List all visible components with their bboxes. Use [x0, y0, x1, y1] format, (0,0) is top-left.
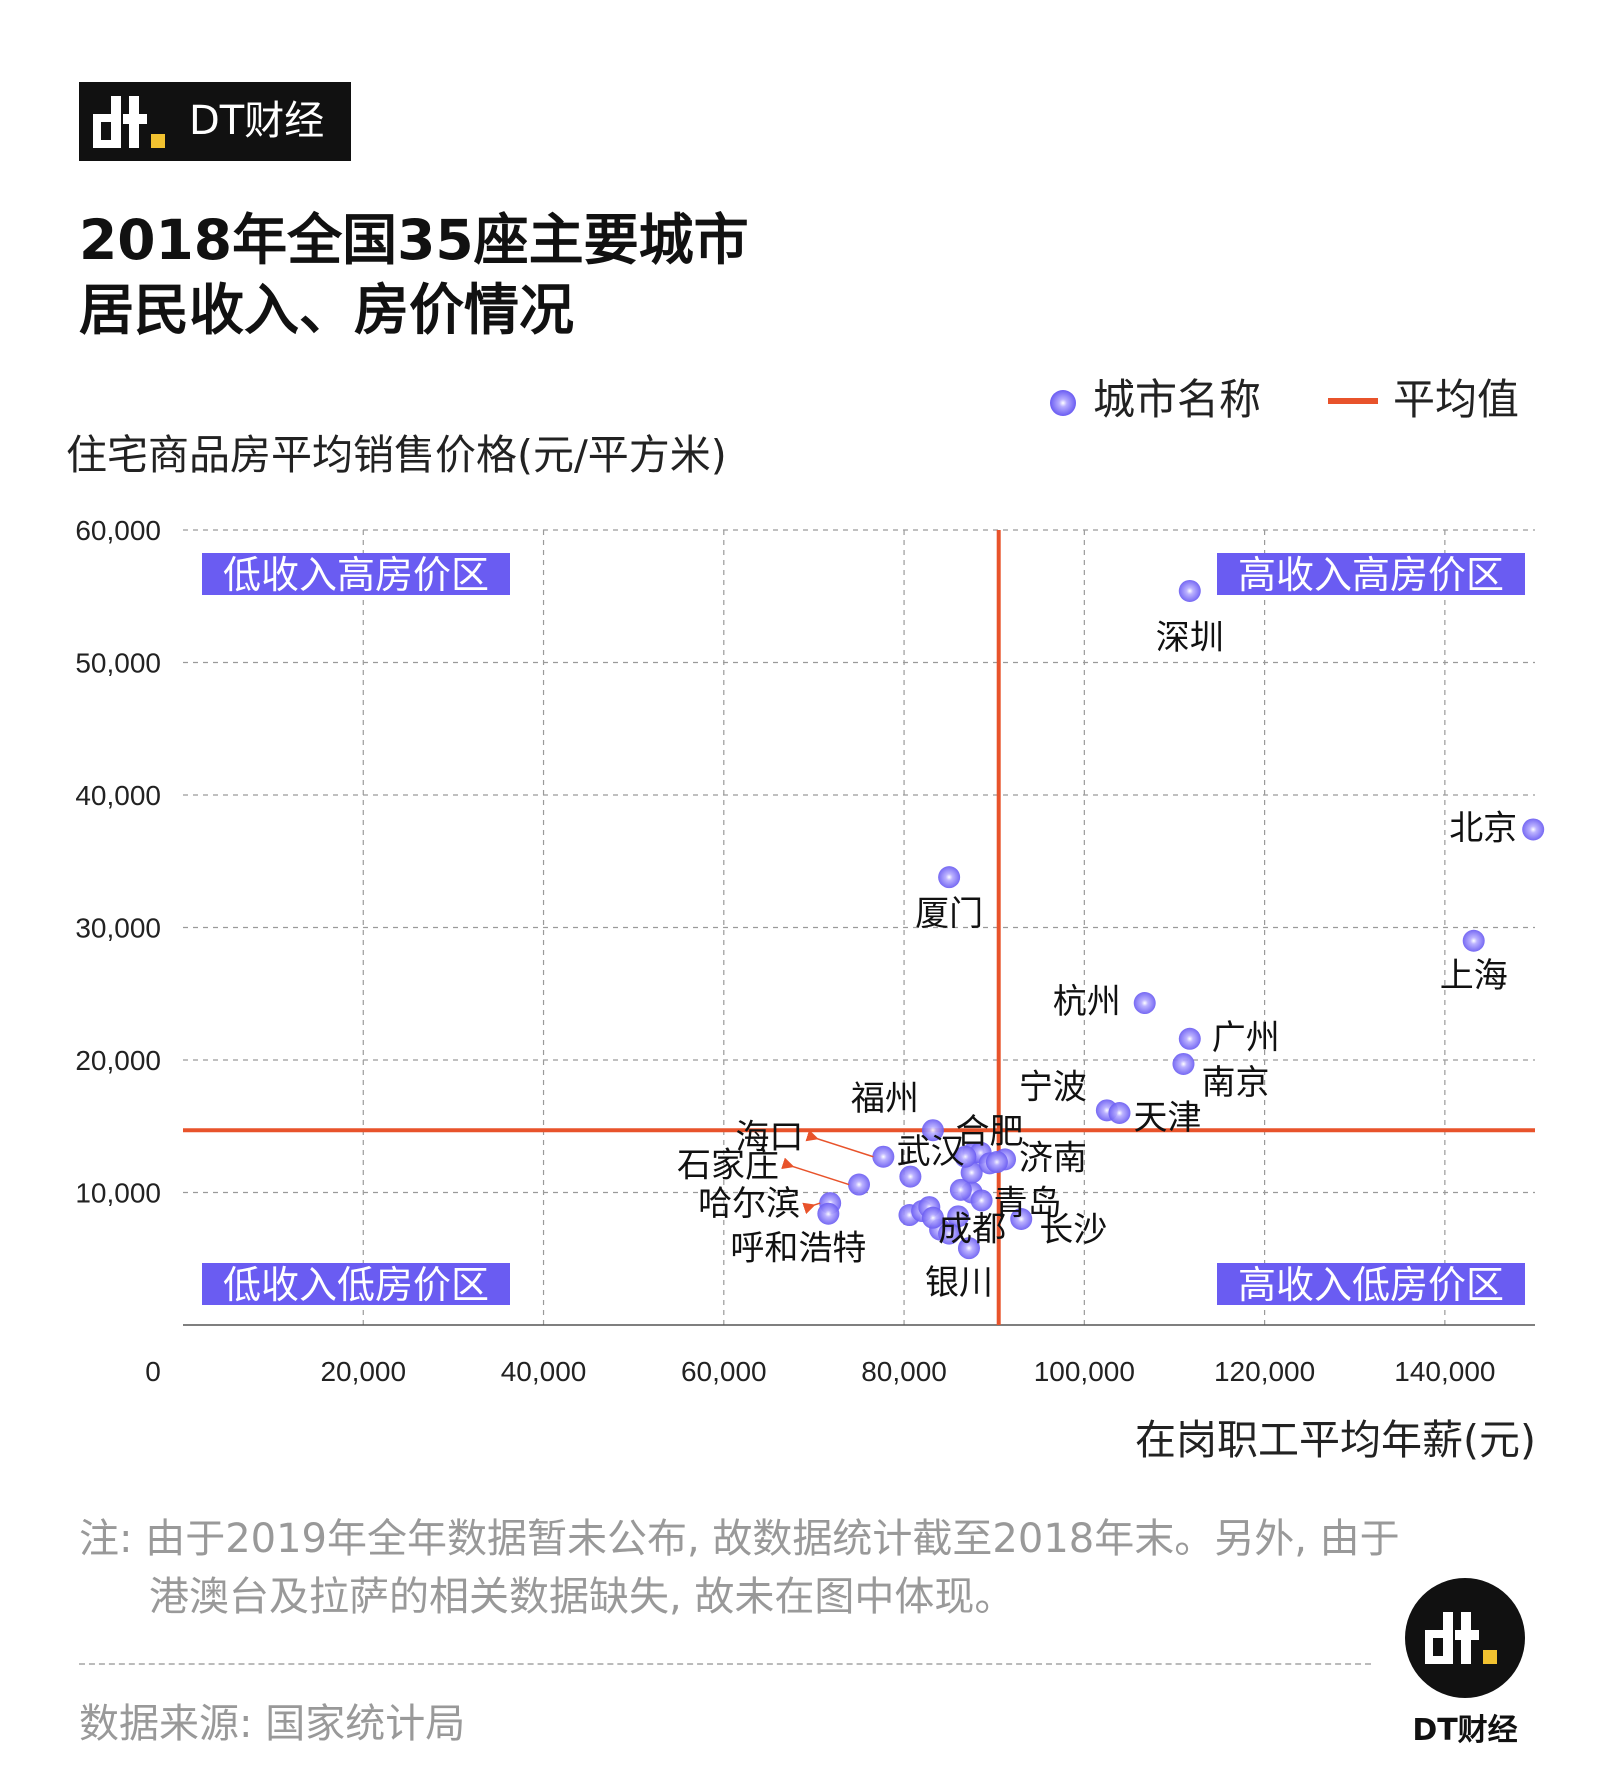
x-tick-label: 20,000 — [320, 1356, 406, 1387]
data-point — [1108, 1102, 1131, 1124]
label-pointer — [805, 1129, 874, 1158]
data-point — [848, 1173, 870, 1196]
dt-logo-icon — [93, 96, 165, 148]
divider — [79, 1663, 1371, 1665]
y-tick-label: 10,000 — [75, 1178, 161, 1209]
data-point — [921, 1206, 944, 1229]
data-point — [938, 1222, 961, 1245]
city-label: 深圳 — [1156, 619, 1224, 657]
data-source: 数据来源: 国家统计局 — [79, 1701, 466, 1747]
city-label: 南京 — [1201, 1064, 1269, 1102]
city-label: 北京 — [1449, 809, 1517, 847]
y-axis-title: 住宅商品房平均销售价格(元/平方米) — [66, 431, 727, 479]
city-label: 上海 — [1440, 957, 1508, 995]
city-label: 成都 — [938, 1210, 1006, 1248]
city-label: 杭州 — [1053, 983, 1121, 1021]
city-label: 海口 — [735, 1119, 803, 1157]
data-point — [954, 1145, 977, 1168]
quadrant-label-bg — [202, 553, 510, 595]
y-tick-label: 30,000 — [75, 913, 161, 944]
city-label: 天津 — [1133, 1099, 1201, 1137]
city-label: 武汉 — [897, 1133, 965, 1171]
city-label: 济南 — [1019, 1139, 1087, 1177]
y-tick-label: 60,000 — [75, 515, 161, 546]
brand-badge-label: DT财经 — [1412, 1713, 1518, 1748]
footnote-line-1: 注: 由于2019年全年数据暂未公布, 故数据统计截至2018年末。另外, 由于 — [79, 1516, 1400, 1562]
data-point — [1462, 929, 1485, 952]
label-pointer — [781, 1157, 850, 1186]
city-label: 青岛 — [994, 1185, 1062, 1223]
brand-logo: DT财经 — [79, 82, 351, 161]
city-label: 石家庄 — [677, 1147, 779, 1185]
data-point — [1172, 1052, 1195, 1075]
x-tick-label: 60,000 — [681, 1356, 767, 1387]
title-line-2: 居民收入、房价情况 — [79, 278, 575, 342]
x-axis-title: 在岗职工平均年薪(元) — [1135, 1416, 1536, 1464]
data-point — [938, 866, 961, 889]
data-point — [985, 1151, 1008, 1174]
quadrant-label-bg — [1217, 553, 1525, 595]
brand-badge — [1405, 1578, 1525, 1698]
city-label: 长沙 — [1039, 1211, 1107, 1249]
data-point — [872, 1145, 895, 1168]
footnote-line-2: 港澳台及拉萨的相关数据缺失, 故未在图中体现。 — [149, 1574, 1015, 1620]
data-point — [1010, 1208, 1033, 1230]
x-tick-label: 100,000 — [1034, 1356, 1135, 1387]
x-tick-label: 140,000 — [1394, 1356, 1495, 1387]
data-point — [921, 1119, 944, 1142]
data-point — [1133, 992, 1156, 1015]
page-title: 2018年全国35座主要城市 居民收入、房价情况 — [79, 205, 749, 345]
data-point — [1178, 579, 1201, 602]
city-label: 呼和浩特 — [730, 1230, 866, 1268]
data-point — [817, 1202, 840, 1225]
y-tick-label: 40,000 — [75, 780, 161, 811]
city-label: 厦门 — [915, 895, 983, 933]
scatter-chart: 10,000 20,000 30,000 40,000 50,000 60,000 0 20,… — [75, 515, 1545, 1387]
y-tick-label: 50,000 — [75, 648, 161, 679]
brand-name: DT财经 — [189, 98, 325, 144]
x-tick-label: 80,000 — [861, 1356, 947, 1387]
legend-point-icon — [1050, 390, 1076, 416]
x-tick-label: 0 — [145, 1356, 161, 1387]
city-label: 合肥 — [955, 1113, 1023, 1151]
city-label: 哈尔滨 — [698, 1185, 800, 1223]
city-label: 福州 — [851, 1080, 919, 1118]
legend-average-line-icon — [1328, 398, 1378, 404]
legend-average-label: 平均值 — [1393, 375, 1520, 424]
quadrant-label-top-right: 高收入高房价区 — [1238, 555, 1504, 597]
x-tick-label: 40,000 — [501, 1356, 587, 1387]
legend-city-label: 城市名称 — [1093, 375, 1262, 424]
quadrant-label-bg — [1217, 1263, 1525, 1305]
y-tick-label: 20,000 — [75, 1045, 161, 1076]
quadrant-label-bottom-left: 低收入低房价区 — [223, 1265, 489, 1307]
data-point — [1522, 818, 1545, 841]
city-label: 广州 — [1212, 1019, 1280, 1057]
dt-logo-icon — [1425, 1612, 1497, 1664]
city-label: 银川 — [925, 1264, 993, 1302]
data-point — [947, 1205, 970, 1228]
city-label: 宁波 — [1019, 1068, 1087, 1106]
quadrant-label-top-left: 低收入高房价区 — [223, 555, 489, 597]
data-point — [949, 1178, 972, 1201]
data-point — [1178, 1027, 1201, 1050]
label-pointer — [802, 1202, 821, 1215]
quadrant-label-bg — [202, 1263, 510, 1305]
title-line-1: 2018年全国35座主要城市 — [79, 208, 749, 272]
data-point — [957, 1237, 980, 1260]
quadrant-label-bottom-right: 高收入低房价区 — [1238, 1265, 1504, 1307]
x-tick-label: 120,000 — [1214, 1356, 1315, 1387]
data-point — [899, 1165, 922, 1188]
data-point — [970, 1189, 993, 1212]
footnote: 注: 由于2019年全年数据暂未公布, 故数据统计截至2018年末。另外, 由于… — [79, 1510, 1519, 1626]
